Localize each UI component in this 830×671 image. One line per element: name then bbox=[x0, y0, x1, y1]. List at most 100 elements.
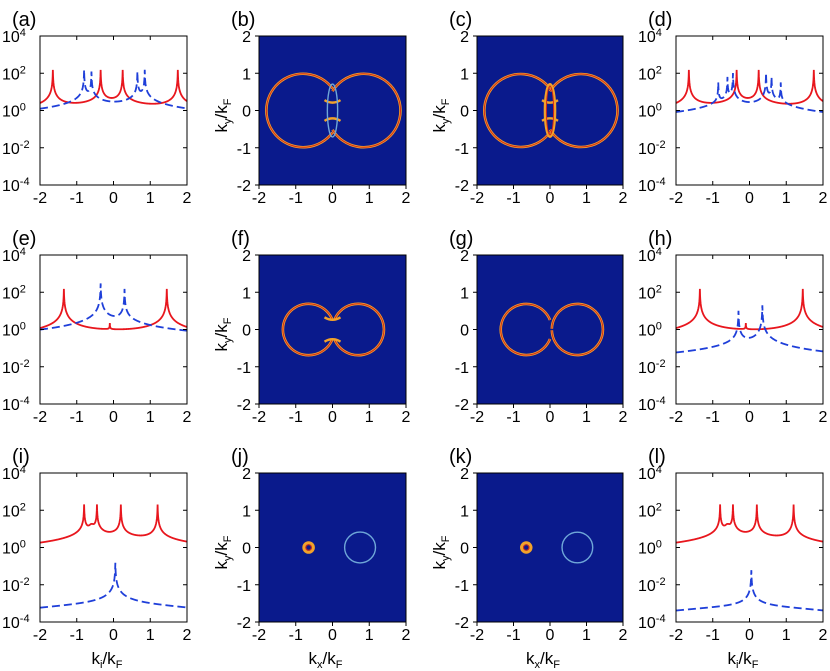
y-tick-label: 0 bbox=[242, 541, 251, 558]
series-line-blue bbox=[40, 562, 187, 609]
panel-1: (a) -2 -1 0 1 2 10-4 10-2 100 102 104 bbox=[2, 9, 192, 207]
plot-area bbox=[483, 72, 619, 149]
x-tick-label: 0 bbox=[328, 190, 337, 207]
y-tick-label: 10-2 bbox=[2, 358, 30, 377]
x-tick-label: 1 bbox=[365, 190, 374, 207]
series-line-red bbox=[676, 504, 823, 544]
x-tick-label: -1 bbox=[506, 409, 520, 426]
y-tick-label: 0 bbox=[242, 104, 251, 121]
x-tick-label: 2 bbox=[183, 409, 192, 426]
x-tick-label: 2 bbox=[183, 190, 192, 207]
y-tick-label: 2 bbox=[242, 466, 251, 483]
x-tick-label: 1 bbox=[782, 190, 791, 207]
y-tick-label: 10-2 bbox=[2, 139, 30, 158]
x-tick-label: -2 bbox=[669, 190, 683, 207]
plot-area bbox=[676, 69, 823, 113]
y-tick-label: -1 bbox=[455, 578, 469, 595]
heatmap-background bbox=[259, 473, 406, 622]
y-tick-label: 102 bbox=[2, 283, 26, 302]
plot-area bbox=[40, 283, 187, 332]
x-tick-label: 1 bbox=[582, 190, 591, 207]
panel-8: (h) -2 -1 0 1 2 10-4 10-2 100 102 104 bbox=[638, 228, 828, 426]
x-tick-label: 2 bbox=[402, 409, 411, 426]
y-tick-label: 2 bbox=[460, 466, 469, 483]
small-circle bbox=[520, 541, 533, 554]
x-tick-label: -2 bbox=[252, 627, 266, 644]
x-tick-label: 0 bbox=[546, 190, 555, 207]
x-tick-label: 0 bbox=[745, 409, 754, 426]
x-tick-label: -1 bbox=[706, 190, 720, 207]
contour-left-inner bbox=[500, 303, 551, 356]
y-tick-label: 1 bbox=[460, 503, 469, 520]
x-tick-label: -1 bbox=[506, 190, 520, 207]
x-tick-label: -2 bbox=[252, 409, 266, 426]
x-tick-label: 1 bbox=[146, 409, 155, 426]
x-tick-label: -2 bbox=[470, 627, 484, 644]
x-tick-label: 0 bbox=[109, 627, 118, 644]
x-tick-label: 1 bbox=[582, 627, 591, 644]
contour-left-inner bbox=[282, 303, 333, 356]
y-tick-label: 0 bbox=[460, 323, 469, 340]
x-tick-label: -2 bbox=[669, 409, 683, 426]
x-tick-label: -1 bbox=[70, 409, 84, 426]
y-tick-label: -2 bbox=[455, 615, 469, 632]
plot-area bbox=[676, 504, 823, 612]
plot-area bbox=[520, 531, 594, 564]
series-line-blue bbox=[676, 305, 823, 354]
y-tick-label: -2 bbox=[455, 397, 469, 414]
y-axis-label: ky/kF bbox=[212, 535, 234, 569]
y-tick-label: -1 bbox=[455, 141, 469, 158]
neck-top bbox=[323, 99, 342, 104]
plot-frame bbox=[39, 472, 188, 623]
x-tick-label: 0 bbox=[328, 409, 337, 426]
panel-letter: (g) bbox=[449, 228, 473, 250]
y-tick-label: 104 bbox=[2, 246, 26, 265]
y-tick-label: 0 bbox=[242, 323, 251, 340]
y-tick-label: -2 bbox=[237, 397, 251, 414]
plot-frame bbox=[675, 35, 824, 186]
x-axis-label: kx/kF bbox=[526, 649, 560, 671]
y-tick-label: 1 bbox=[242, 66, 251, 83]
contour-right-inner bbox=[549, 73, 619, 148]
plot-frame bbox=[675, 472, 824, 623]
panel-letter: (i) bbox=[12, 446, 30, 468]
x-tick-label: -1 bbox=[506, 627, 520, 644]
heatmap-background bbox=[477, 255, 623, 404]
panel-11: (k) -2 -1 0 1 2 -2 -1 0 1 2 ky/kF kx/kF bbox=[430, 446, 628, 671]
series-line-red bbox=[40, 288, 187, 331]
x-tick-label: 0 bbox=[109, 409, 118, 426]
y-tick-label: 104 bbox=[2, 464, 26, 483]
panel-12: (l) -2 -1 0 1 2 10-4 10-2 100 102 104 ki/kF bbox=[638, 446, 828, 671]
x-tick-label: -1 bbox=[70, 190, 84, 207]
x-tick-label: -2 bbox=[252, 190, 266, 207]
y-tick-label: 102 bbox=[2, 501, 26, 520]
y-tick-label: -2 bbox=[237, 178, 251, 195]
y-tick-label: 10-4 bbox=[2, 395, 30, 414]
series-line-red bbox=[40, 504, 187, 544]
contour-right-inner bbox=[333, 303, 385, 356]
x-tick-label: -2 bbox=[470, 409, 484, 426]
x-tick-label: 1 bbox=[782, 409, 791, 426]
neck-bottom bbox=[323, 337, 342, 343]
y-tick-label: 10-2 bbox=[638, 576, 666, 595]
inner-lens-core bbox=[545, 85, 555, 136]
panel-letter: (l) bbox=[648, 446, 666, 468]
x-axis-label: ki/kF bbox=[728, 649, 759, 671]
neck-bottom bbox=[541, 117, 559, 122]
x-tick-label: 2 bbox=[183, 627, 192, 644]
small-circle-core bbox=[305, 544, 312, 551]
y-tick-label: -2 bbox=[455, 178, 469, 195]
inner-lens bbox=[543, 83, 557, 138]
x-tick-label: 2 bbox=[819, 409, 828, 426]
large-circle bbox=[561, 531, 594, 564]
y-tick-label: 100 bbox=[638, 321, 662, 340]
series-line-red bbox=[40, 69, 187, 105]
panel-3: (c) -2 -1 0 1 2 -2 -1 0 1 2 ky/kF bbox=[430, 9, 628, 207]
x-tick-label: -1 bbox=[706, 627, 720, 644]
x-tick-label: 0 bbox=[109, 190, 118, 207]
y-tick-label: -2 bbox=[237, 615, 251, 632]
contour-left-inner bbox=[265, 73, 333, 148]
y-tick-label: 1 bbox=[242, 285, 251, 302]
x-tick-label: -2 bbox=[470, 190, 484, 207]
y-tick-label: 102 bbox=[638, 64, 662, 83]
